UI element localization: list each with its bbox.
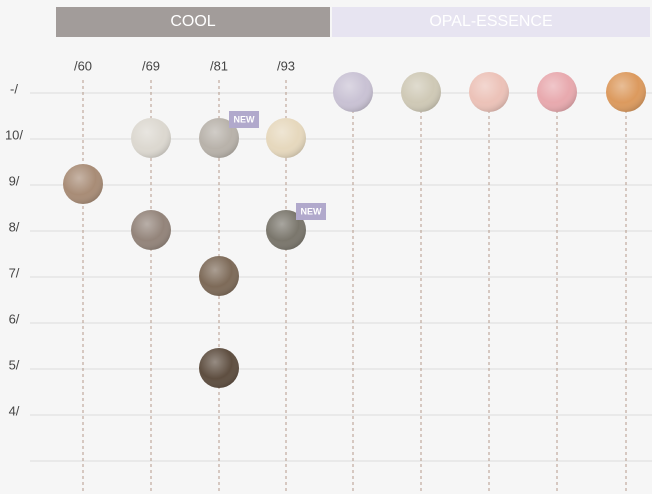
swatch-shine: [63, 164, 103, 204]
row-label: -/: [10, 81, 18, 96]
badge: [229, 111, 259, 128]
swatch-shine: [266, 118, 306, 158]
swatch-shine: [469, 72, 509, 112]
row-label: 7/: [9, 265, 20, 280]
cool-header: [56, 7, 330, 37]
section-title: OPAL-ESSENCE: [429, 13, 552, 30]
row-label: 10/: [5, 127, 23, 142]
badge-text: NEW: [301, 206, 323, 216]
swatch-shine: [606, 72, 646, 112]
swatch-shine: [537, 72, 577, 112]
row-label: 4/: [9, 403, 20, 418]
swatch-shine: [199, 348, 239, 388]
badge-text: NEW: [234, 114, 256, 124]
column-label: /69: [142, 58, 160, 73]
row-label: 9/: [9, 173, 20, 188]
row-label: 6/: [9, 311, 20, 326]
section-title: COOL: [170, 13, 215, 30]
swatch-shine: [131, 118, 171, 158]
badge: [296, 203, 326, 220]
column-label: /60: [74, 58, 92, 73]
row-label: 8/: [9, 219, 20, 234]
swatch-shine: [401, 72, 441, 112]
swatch-shine: [199, 256, 239, 296]
column-label: /93: [277, 58, 295, 73]
column-label: /81: [210, 58, 228, 73]
swatch-shine: [333, 72, 373, 112]
row-label: 5/: [9, 357, 20, 372]
swatch-shine: [131, 210, 171, 250]
opal-header: [332, 7, 650, 37]
